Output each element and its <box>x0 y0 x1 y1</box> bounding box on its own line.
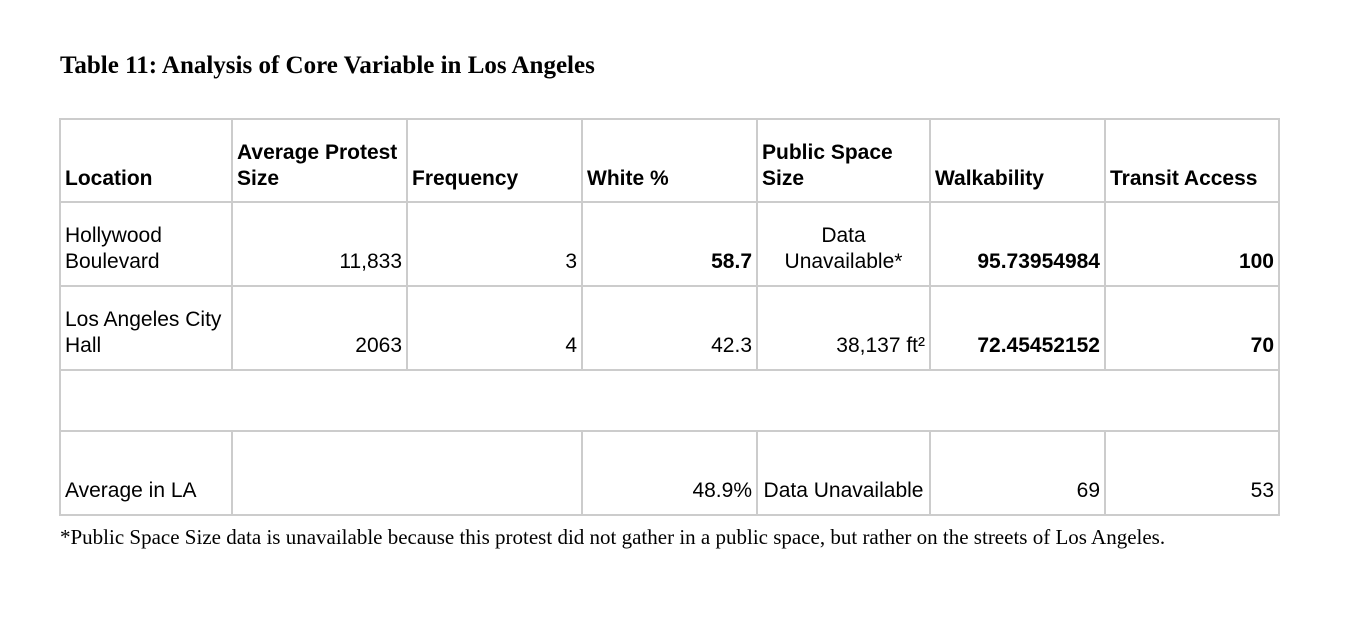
cell-frequency: 4 <box>406 285 583 371</box>
cell-average-protest-size <box>231 430 583 516</box>
cell-frequency: 3 <box>406 201 583 287</box>
header-location: Location <box>59 118 233 203</box>
blank-cell <box>59 369 1280 432</box>
header-walkability: Walkability <box>929 118 1106 203</box>
cell-average-protest-size: 2063 <box>231 285 408 371</box>
header-frequency: Frequency <box>406 118 583 203</box>
cell-public-space-size: Data Unavailable* <box>756 201 931 287</box>
cell-walkability: 95.73954984 <box>929 201 1106 287</box>
cell-transit-access: 70 <box>1104 285 1280 371</box>
blank-row <box>59 369 1280 432</box>
cell-transit-access: 53 <box>1104 430 1280 516</box>
cell-public-space-size: Data Unavailable <box>756 430 931 516</box>
core-variable-table: Location Average Protest Size Frequency … <box>59 118 1280 516</box>
cell-walkability: 72.45452152 <box>929 285 1106 371</box>
header-public-space-size: Public Space Size <box>756 118 931 203</box>
cell-walkability: 69 <box>929 430 1106 516</box>
cell-transit-access: 100 <box>1104 201 1280 287</box>
table-row: Hollywood Boulevard 11,833 3 58.7 Data U… <box>59 201 1280 287</box>
table-row: Los Angeles City Hall 2063 4 42.3 38,137… <box>59 285 1280 371</box>
cell-location: Average in LA <box>59 430 233 516</box>
table-title: Table 11: Analysis of Core Variable in L… <box>60 52 595 79</box>
header-average-protest-size: Average Protest Size <box>231 118 408 203</box>
cell-white-percent: 42.3 <box>581 285 758 371</box>
header-row: Location Average Protest Size Frequency … <box>59 118 1280 203</box>
header-transit-access: Transit Access <box>1104 118 1280 203</box>
cell-location: Hollywood Boulevard <box>59 201 233 287</box>
header-white-percent: White % <box>581 118 758 203</box>
cell-average-protest-size: 11,833 <box>231 201 408 287</box>
cell-public-space-size: 38,137 ft² <box>756 285 931 371</box>
cell-location: Los Angeles City Hall <box>59 285 233 371</box>
footnote: *Public Space Size data is unavailable b… <box>60 525 1166 549</box>
table-row: Average in LA 48.9% Data Unavailable 69 … <box>59 430 1280 516</box>
cell-white-percent: 48.9% <box>581 430 758 516</box>
cell-white-percent: 58.7 <box>581 201 758 287</box>
